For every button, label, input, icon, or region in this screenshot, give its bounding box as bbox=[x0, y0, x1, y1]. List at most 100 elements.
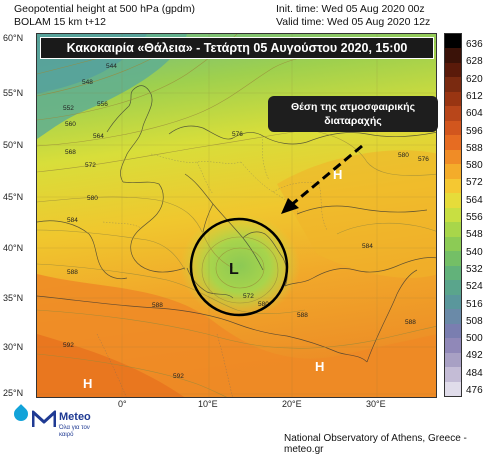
high-pressure-label-southwest: H bbox=[83, 376, 92, 391]
colorbar-swatch bbox=[445, 265, 461, 281]
lat-label-45: 45°N bbox=[3, 192, 24, 202]
colorbar-swatch bbox=[445, 352, 461, 368]
logo-tagline: Όλα για τον καιρό bbox=[59, 425, 90, 438]
colorbar-swatch bbox=[445, 222, 461, 238]
contour-label-584b: 584 bbox=[362, 243, 373, 250]
meteo-logo: Meteo Όλα για τον καιρό bbox=[11, 404, 104, 444]
low-contour-outer bbox=[201, 236, 279, 304]
logo-m-icon bbox=[32, 410, 56, 427]
forecast-map: 544 548 552 556 560 564 568 572 576 580 … bbox=[36, 33, 437, 398]
contour-label-560: 560 bbox=[65, 121, 76, 128]
contour-label-572b: 572 bbox=[243, 293, 254, 300]
disturbance-arrow-head bbox=[281, 198, 299, 214]
lat-label-40: 40°N bbox=[3, 243, 24, 253]
colorbar-label: 628 bbox=[466, 56, 483, 68]
colorbar-label: 556 bbox=[466, 212, 483, 223]
high-pressure-label-southeast: H bbox=[315, 359, 324, 374]
graticule bbox=[37, 34, 436, 397]
high-height-zone-south bbox=[37, 274, 436, 397]
lat-label-30: 30°N bbox=[3, 342, 24, 352]
contour-label-588: 588 bbox=[67, 269, 78, 276]
header-times: Init. time: Wed 05 Aug 2020 00z Valid ti… bbox=[276, 3, 430, 28]
map-canvas: 544 548 552 556 560 564 568 572 576 580 … bbox=[37, 34, 436, 397]
colorbar-label: 500 bbox=[466, 333, 483, 345]
colorbar-label: 532 bbox=[466, 263, 483, 275]
valid-time: Valid time: Wed 05 Aug 2020 12z bbox=[276, 15, 431, 28]
contour-label-580b: 580 bbox=[398, 152, 409, 159]
colorbar-label: 516 bbox=[466, 298, 483, 310]
header-info: Geopotential height at 500 hPa (gpdm) BO… bbox=[14, 3, 195, 28]
lon-label-0: 0° bbox=[118, 399, 127, 409]
colorbar-swatch bbox=[445, 178, 461, 194]
colorbar-label: 636 bbox=[466, 39, 483, 50]
colorbar-label: 524 bbox=[466, 281, 483, 293]
lat-label-55: 55°N bbox=[3, 88, 24, 98]
colorbar-swatch bbox=[445, 48, 461, 64]
colorbar-swatch bbox=[445, 77, 461, 93]
low-contour-inner bbox=[215, 247, 265, 289]
header-field-title: Geopotential height at 500 hPa (gpdm) bbox=[14, 3, 195, 15]
contour-label-552: 552 bbox=[63, 105, 74, 112]
colorbar-label: 484 bbox=[466, 367, 483, 379]
contour-label-568: 568 bbox=[65, 149, 76, 156]
lon-label-10e: 10°E bbox=[198, 399, 218, 409]
highest-height-zone-sw bbox=[37, 334, 185, 397]
colorbar-label: 572 bbox=[466, 177, 483, 189]
contour-label-576: 576 bbox=[232, 131, 243, 138]
colorbar-swatch bbox=[445, 309, 461, 325]
colorbar-swatch bbox=[445, 135, 461, 151]
contour-label-580: 580 bbox=[87, 195, 98, 202]
colorbar-label: 612 bbox=[466, 90, 483, 102]
borders bbox=[96, 135, 328, 397]
colorbar-label: 580 bbox=[466, 160, 483, 172]
contour-label-572: 572 bbox=[85, 162, 96, 169]
contour-label-592b: 592 bbox=[173, 373, 184, 380]
disturbance-circle bbox=[189, 217, 289, 317]
logo-drop-icon bbox=[11, 404, 31, 424]
contour-label-564: 564 bbox=[93, 133, 104, 140]
header-model-title: BOLAM 15 km t+12 bbox=[14, 15, 106, 28]
low-pressure-label: L bbox=[229, 261, 239, 278]
contour-label-576b: 576 bbox=[418, 156, 429, 163]
contour-label-588c: 588 bbox=[297, 312, 308, 319]
colorbar-swatch bbox=[445, 236, 461, 252]
colorbar-swatch bbox=[445, 106, 461, 122]
colorbar-swatch bbox=[445, 120, 461, 136]
colorbar-label: 604 bbox=[466, 108, 483, 120]
colorbar-swatch bbox=[445, 207, 461, 223]
footer-credit: National Observatory of Athens, Greece -… bbox=[284, 433, 467, 455]
colorbar-swatch bbox=[445, 251, 461, 267]
disturbance-arrow-shaft bbox=[289, 144, 363, 208]
disturbance-annotation: Θέση της ατμοσφαιρικής διαταραχής bbox=[268, 96, 438, 132]
contour-label-584: 584 bbox=[67, 217, 78, 224]
colorbar-label: 508 bbox=[466, 315, 483, 327]
contour-label-592: 592 bbox=[63, 342, 74, 349]
init-time: Init. time: Wed 05 Aug 2020 00z bbox=[276, 3, 425, 15]
lat-label-35: 35°N bbox=[3, 293, 24, 303]
colorbar-label: 492 bbox=[466, 350, 483, 362]
colorbar-swatch bbox=[445, 91, 461, 107]
colorbar-swatch bbox=[445, 294, 461, 310]
colorbar-swatch bbox=[445, 193, 461, 209]
annotation-line-2: διαταραχής bbox=[324, 115, 382, 127]
colorbar-swatch bbox=[445, 323, 461, 339]
colorbar-label: 564 bbox=[466, 194, 483, 206]
colorbar-swatch bbox=[445, 381, 461, 397]
annotation-line-1: Θέση της ατμοσφαιρικής bbox=[290, 101, 416, 113]
colorbar bbox=[444, 33, 462, 397]
colorbar-swatch bbox=[445, 280, 461, 296]
lon-label-20e: 20°E bbox=[282, 399, 302, 409]
colorbar-swatch bbox=[445, 164, 461, 180]
contour-label-556: 556 bbox=[97, 101, 108, 108]
colorbar-label: 596 bbox=[466, 125, 483, 137]
contour-label-588b: 588 bbox=[152, 302, 163, 309]
colorbar-swatch bbox=[445, 34, 461, 49]
contour-label-588d: 588 bbox=[405, 319, 416, 326]
high-pressure-label-east: H bbox=[333, 167, 342, 182]
lat-label-50: 50°N bbox=[3, 140, 24, 150]
colorbar-label: 476 bbox=[466, 385, 483, 396]
colorbar-label: 588 bbox=[466, 142, 483, 154]
colorbar-label: 548 bbox=[466, 229, 483, 241]
colorbar-swatch bbox=[445, 149, 461, 165]
colorbar-swatch bbox=[445, 367, 461, 382]
